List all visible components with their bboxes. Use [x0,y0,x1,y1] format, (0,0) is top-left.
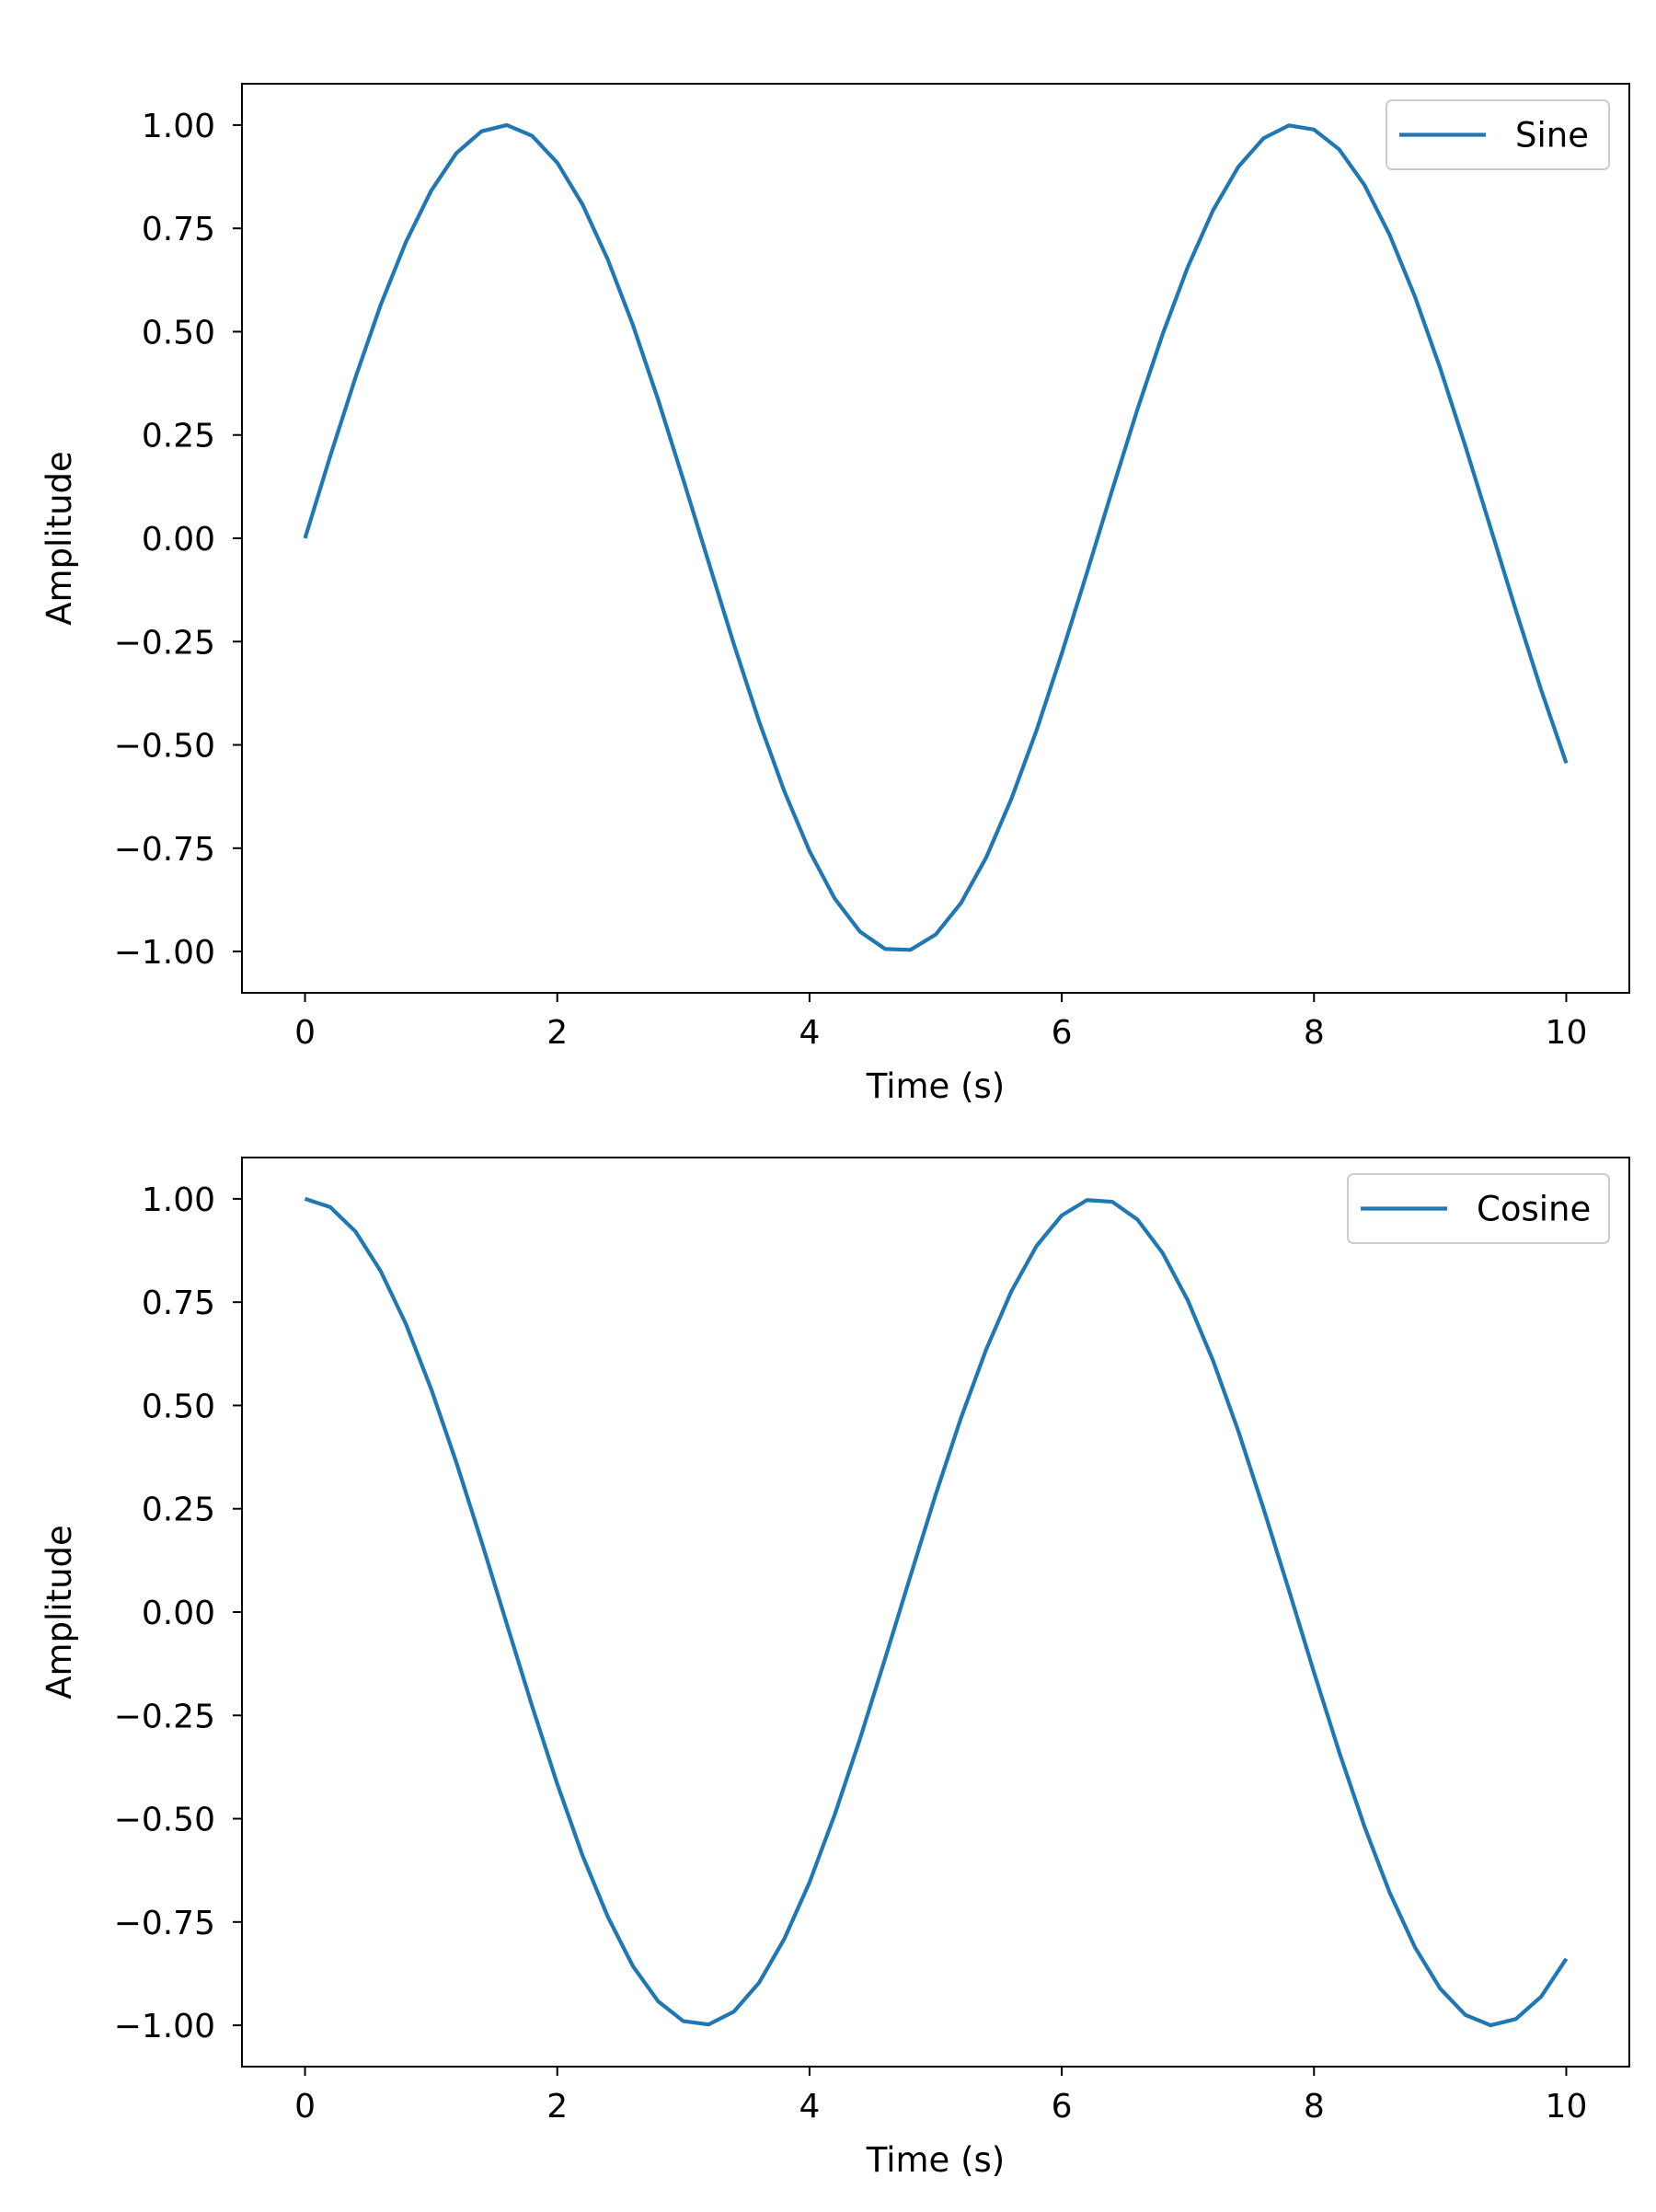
x-tick-label: 10 [1546,1014,1588,1052]
y-tick-label: −1.00 [114,2008,215,2045]
y-tick-label: 0.25 [142,1492,215,1529]
plot-area [242,1158,1629,2067]
x-tick-label: 8 [1304,2088,1325,2126]
y-tick-label: 0.50 [142,314,215,351]
x-axis-label: Time (s) [866,1066,1005,1106]
x-tick-label: 10 [1546,2088,1588,2126]
x-tick-label: 2 [546,1014,568,1052]
y-tick-label: 0.25 [142,418,215,455]
y-tick-label: −0.75 [114,1905,215,1942]
legend-box [1386,99,1610,170]
y-tick-label: −0.75 [114,831,215,869]
legend: Cosine [1347,1173,1610,1244]
legend-label: Cosine [1477,1190,1591,1229]
x-tick-label: 4 [799,2088,820,2126]
y-tick-label: 0.00 [142,1595,215,1632]
y-axis-label: Amplitude [40,1525,79,1699]
legend-box [1347,1173,1610,1244]
plot-area [242,84,1629,993]
y-tick-label: −1.00 [114,934,215,972]
y-tick-label: −0.25 [114,624,215,662]
chart-1: 0 2 4 6 8 10 1.00 0.75 0.50 0.25 0.00 −0.25 −0.50 −0.… [40,83,1630,1106]
legend: Sine [1386,99,1610,170]
y-tick-label: 0.50 [142,1388,215,1425]
x-tick-label: 6 [1052,1014,1073,1052]
chart-2: 0 2 4 6 8 10 1.00 0.75 0.50 0.25 0.00 −0.25 −0.50 −0.… [40,1157,1630,2180]
x-tick-label: 6 [1052,2088,1073,2126]
y-tick-label: 0.75 [142,1285,215,1322]
x-tick-label: 2 [546,2088,568,2126]
y-axis-label: Amplitude [40,451,79,626]
y-tick-label: 0.00 [142,521,215,559]
x-axis-label: Time (s) [866,2140,1005,2180]
legend-label: Sine [1515,116,1589,156]
x-tick-label: 0 [294,2088,316,2126]
series-line-sine [303,122,1569,952]
x-tick-label: 4 [799,1014,820,1052]
y-tick-label: −0.50 [114,728,215,766]
series-line-cosine [304,1196,1569,2028]
y-tick-label: 1.00 [142,1181,215,1219]
y-tick-label: 0.75 [142,211,215,248]
x-tick-label: 8 [1304,1014,1325,1052]
y-tick-label: 1.00 [142,108,215,145]
x-tick-label: 0 [294,1014,316,1052]
y-tick-label: −0.50 [114,1802,215,1839]
y-tick-label: −0.25 [114,1698,215,1735]
